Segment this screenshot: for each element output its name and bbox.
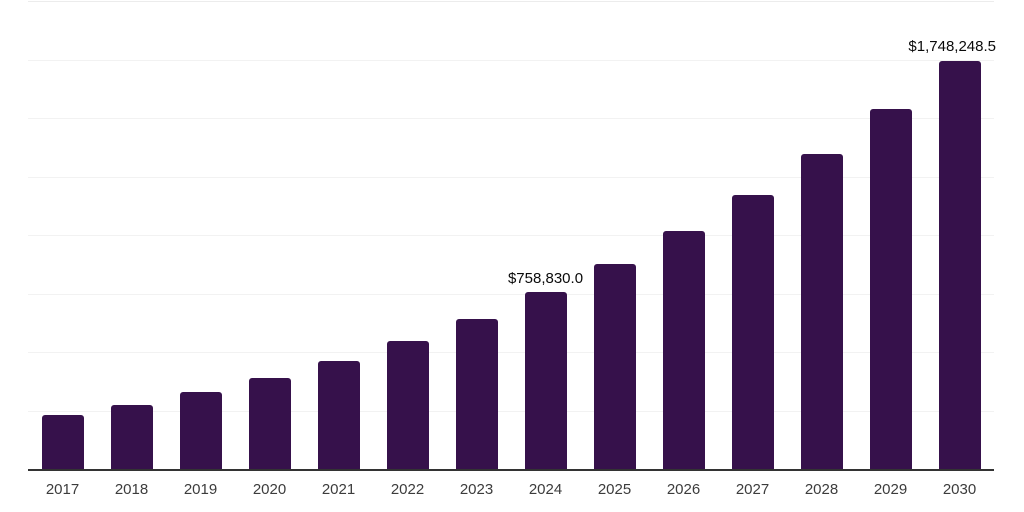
- bar-2024: [524, 292, 567, 470]
- x-tick-label-2030: 2030: [942, 481, 977, 498]
- x-tick-label-2018: 2018: [114, 481, 149, 498]
- bar-band-2027: [718, 2, 787, 470]
- bar-band-2020: [235, 2, 304, 470]
- bar-2030: [938, 60, 981, 470]
- gridline: [28, 410, 994, 412]
- gridline: [28, 59, 994, 61]
- bar-2029: [869, 108, 912, 470]
- bar-band-2017: [28, 2, 97, 470]
- gridline: [28, 118, 994, 119]
- x-tick-label-2020: 2020: [252, 481, 287, 498]
- gridline: [28, 235, 994, 236]
- bar-2027: [731, 195, 774, 470]
- bar-2022: [386, 341, 429, 470]
- x-tick-label-2024: 2024: [528, 481, 563, 498]
- x-tick-label-2022: 2022: [390, 481, 425, 498]
- bar-value-label-2024: $758,830.0: [507, 269, 584, 287]
- bar-2021: [317, 361, 360, 470]
- gridline: [28, 1, 994, 2]
- bar-band-2028: [787, 2, 856, 470]
- bar-band-2025: [580, 2, 649, 470]
- x-tick-label-2025: 2025: [597, 481, 632, 498]
- gridline: [28, 176, 994, 178]
- bar-2020: [248, 378, 291, 470]
- plot-area: $758,830.0 $1,748,248.5: [28, 1, 996, 470]
- x-tick-label-2026: 2026: [666, 481, 701, 498]
- x-tick-label-2029: 2029: [873, 481, 908, 498]
- x-tick-label-2021: 2021: [321, 481, 356, 498]
- bar-band-2021: [304, 2, 373, 470]
- x-axis-labels: 2017 2018 2019 2020 2021 2022 2023 2024 2025 2026…: [28, 481, 994, 498]
- gridline: [28, 293, 994, 295]
- bar-band-2030: $1,748,248.5: [908, 2, 996, 470]
- bar-2018: [110, 404, 153, 470]
- bar-2025: [593, 263, 636, 470]
- bar-2019: [179, 392, 222, 470]
- bar-2023: [455, 318, 498, 470]
- bar-2017: [41, 415, 84, 470]
- bar-band-2026: [649, 2, 718, 470]
- x-tick-label-2027: 2027: [735, 481, 770, 498]
- x-axis-line: [28, 469, 994, 471]
- x-tick-label-2017: 2017: [45, 481, 80, 498]
- bar-band-2019: [166, 2, 235, 470]
- bar-band-2023: [442, 2, 511, 470]
- x-tick-label-2028: 2028: [804, 481, 839, 498]
- bar-2026: [662, 230, 705, 470]
- x-tick-label-2023: 2023: [459, 481, 494, 498]
- bar-2028: [800, 154, 843, 470]
- bar-band-2029: [856, 2, 925, 470]
- gridline: [28, 352, 994, 353]
- bar-band-2018: [97, 2, 166, 470]
- bar-band-2024: $758,830.0: [507, 2, 584, 470]
- bar-band-2022: [373, 2, 442, 470]
- x-tick-label-2019: 2019: [183, 481, 218, 498]
- bar-series: $758,830.0 $1,748,248.5: [28, 2, 996, 470]
- bar-value-label-2030: $1,748,248.5: [908, 38, 996, 56]
